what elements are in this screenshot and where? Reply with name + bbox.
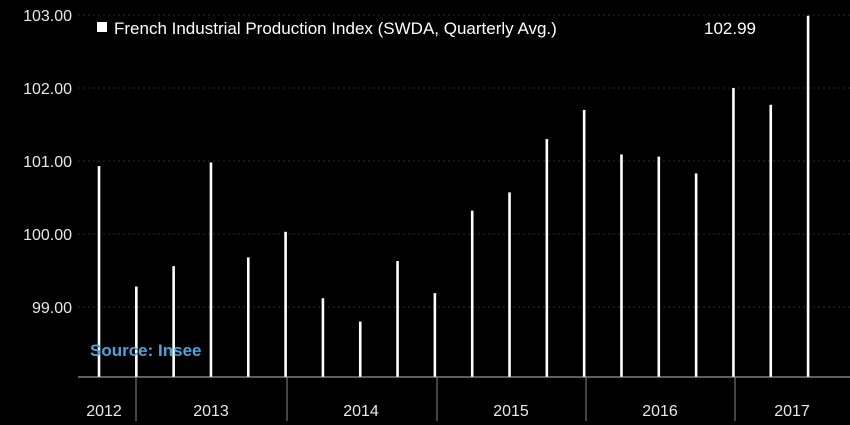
bar <box>694 173 698 377</box>
bar <box>246 257 250 377</box>
bar <box>396 261 399 377</box>
bar <box>657 156 661 377</box>
source-note: Source: Insee <box>90 341 202 360</box>
x-tick-label: 2013 <box>193 403 229 420</box>
y-tick-label: 102.00 <box>23 81 72 98</box>
y-tick-label: 99.00 <box>32 300 72 317</box>
bar <box>470 210 474 377</box>
bar <box>769 104 773 377</box>
bars <box>97 15 810 378</box>
bar <box>582 109 586 378</box>
x-tick-label: 2012 <box>86 403 122 420</box>
bar <box>806 15 810 377</box>
year-separators <box>135 377 736 421</box>
bar <box>321 298 325 377</box>
bar <box>545 139 549 377</box>
x-tick-label: 2017 <box>774 403 810 420</box>
bar <box>172 266 175 377</box>
bar <box>732 88 735 377</box>
y-axis-tick-labels: 99.00 100.00 101.00 102.00 103.00 <box>23 8 72 317</box>
x-tick-label: 2014 <box>343 403 379 420</box>
legend-series-name: French Industrial Production Index (SWDA… <box>114 19 557 38</box>
y-tick-label: 100.00 <box>23 227 72 244</box>
bar <box>620 154 623 377</box>
x-tick-label: 2015 <box>493 403 529 420</box>
bar <box>209 162 213 377</box>
x-axis-year-labels: 2012 2013 2014 2015 2016 2017 <box>86 403 810 420</box>
x-tick-label: 2016 <box>642 403 678 420</box>
grid-layer <box>78 14 850 308</box>
bar <box>433 293 437 377</box>
bar <box>284 231 287 377</box>
legend-last-value: 102.99 <box>704 19 756 38</box>
bar <box>508 192 511 377</box>
y-tick-label: 101.00 <box>23 154 72 171</box>
legend-swatch <box>97 22 107 32</box>
bar <box>97 166 101 377</box>
y-tick-label: 103.00 <box>23 8 72 25</box>
bar <box>135 286 138 377</box>
bar <box>358 321 362 377</box>
